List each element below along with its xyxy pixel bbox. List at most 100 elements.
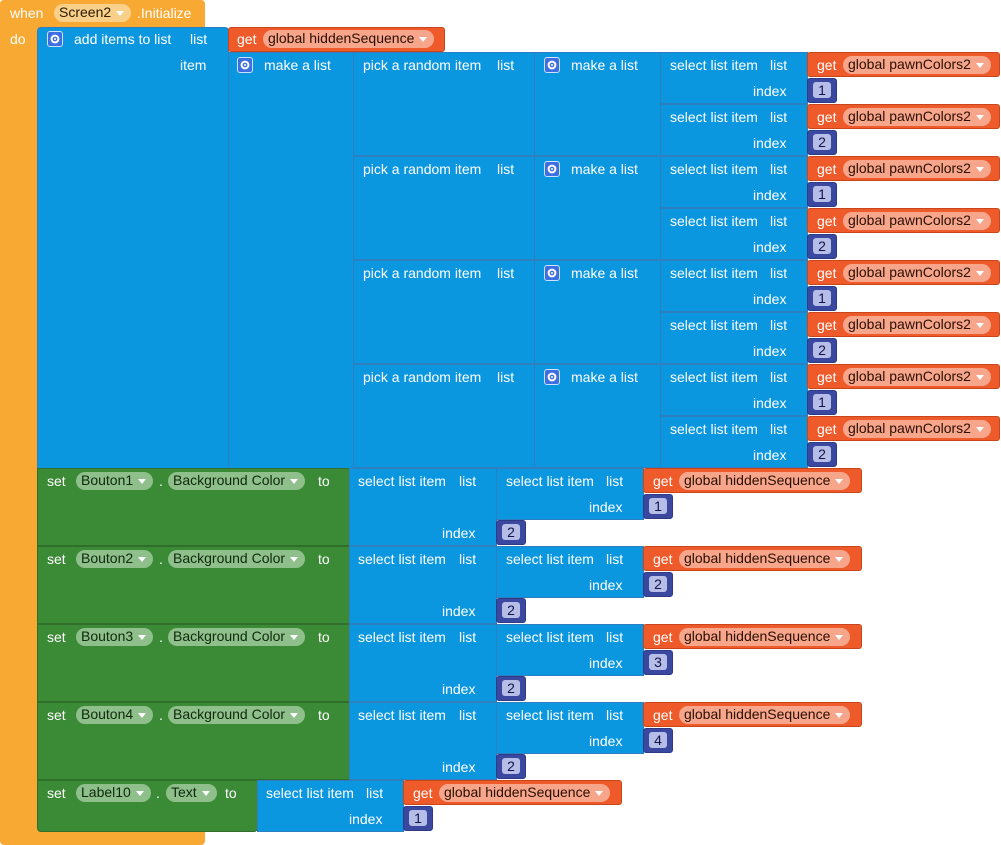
property-dropdown[interactable]: Background Color bbox=[168, 472, 306, 490]
component-dropdown[interactable]: Bouton3 bbox=[76, 628, 154, 646]
index-label: index bbox=[589, 577, 623, 593]
component-dropdown[interactable]: Bouton4 bbox=[76, 706, 154, 724]
select-list-item-block[interactable] bbox=[349, 546, 497, 624]
add-items-to-list-block[interactable] bbox=[37, 27, 229, 469]
select-list-item-label: select list item bbox=[670, 265, 758, 281]
index-label: index bbox=[753, 395, 787, 411]
pick-random-item-block[interactable] bbox=[353, 52, 535, 156]
number-value[interactable]: 2 bbox=[649, 576, 667, 592]
pick-random-item-block[interactable] bbox=[353, 364, 535, 468]
select-list-item-block[interactable] bbox=[349, 468, 497, 546]
number-value[interactable]: 1 bbox=[813, 290, 831, 306]
number-value[interactable]: 1 bbox=[813, 394, 831, 410]
mutator-gear-icon[interactable] bbox=[544, 265, 560, 281]
component-dropdown[interactable]: Bouton1 bbox=[76, 472, 154, 490]
pick-random-item-block[interactable] bbox=[353, 156, 535, 260]
number-value[interactable]: 1 bbox=[813, 186, 831, 202]
number-value[interactable]: 4 bbox=[649, 732, 667, 748]
set-label: set bbox=[47, 551, 66, 567]
pick-random-item-block[interactable] bbox=[353, 260, 535, 364]
variable-dropdown[interactable]: global pawnColors2 bbox=[843, 316, 991, 334]
list-label: list bbox=[459, 629, 477, 645]
select-list-item-block[interactable] bbox=[660, 104, 808, 156]
select-list-item-block[interactable] bbox=[660, 416, 808, 468]
mutator-gear-icon[interactable] bbox=[47, 31, 63, 47]
mutator-gear-icon[interactable] bbox=[544, 369, 560, 385]
variable-dropdown[interactable]: global pawnColors2 bbox=[843, 420, 991, 438]
component-dropdown[interactable]: Label10 bbox=[76, 784, 151, 802]
get-label: get bbox=[817, 109, 837, 125]
number-value[interactable]: 2 bbox=[813, 238, 831, 254]
variable-dropdown[interactable]: global pawnColors2 bbox=[843, 56, 991, 74]
property-dropdown[interactable]: Background Color bbox=[168, 706, 306, 724]
number-value[interactable]: 2 bbox=[502, 758, 520, 774]
mutator-gear-icon[interactable] bbox=[544, 161, 560, 177]
make-a-list-label: make a list bbox=[571, 265, 638, 281]
select-list-item-block[interactable] bbox=[496, 702, 644, 754]
list-label: list bbox=[606, 551, 624, 567]
list-label: list bbox=[606, 473, 624, 489]
index-label: index bbox=[753, 239, 787, 255]
do-label: do bbox=[10, 31, 26, 47]
get-label: get bbox=[817, 57, 837, 73]
mutator-gear-icon[interactable] bbox=[544, 57, 560, 73]
component-dropdown[interactable]: Bouton2 bbox=[76, 550, 154, 568]
dot-separator: . bbox=[156, 785, 160, 801]
select-list-item-block[interactable] bbox=[660, 208, 808, 260]
number-value[interactable]: 1 bbox=[649, 498, 667, 514]
list-label: list bbox=[459, 707, 477, 723]
select-list-item-block[interactable] bbox=[660, 312, 808, 364]
get-label: get bbox=[413, 785, 433, 801]
index-label: index bbox=[753, 447, 787, 463]
number-value[interactable]: 2 bbox=[813, 342, 831, 358]
property-dropdown[interactable]: Text bbox=[166, 784, 217, 802]
pick-random-item-label: pick a random item bbox=[363, 57, 482, 73]
variable-dropdown[interactable]: global pawnColors2 bbox=[843, 160, 991, 178]
select-list-item-block[interactable] bbox=[349, 702, 497, 780]
number-value[interactable]: 3 bbox=[649, 654, 667, 670]
property-dropdown[interactable]: Background Color bbox=[168, 550, 306, 568]
variable-dropdown[interactable]: global pawnColors2 bbox=[843, 108, 991, 126]
make-a-list-block[interactable] bbox=[228, 52, 354, 469]
number-value[interactable]: 2 bbox=[502, 680, 520, 696]
variable-dropdown[interactable]: global hiddenSequence bbox=[679, 706, 851, 724]
component-dropdown[interactable]: Screen2 bbox=[54, 4, 132, 22]
variable-dropdown[interactable]: global hiddenSequence bbox=[263, 30, 435, 48]
variable-dropdown[interactable]: global hiddenSequence bbox=[679, 628, 851, 646]
make-a-list-label: make a list bbox=[571, 369, 638, 385]
event-name-label: .Initialize bbox=[137, 5, 192, 21]
number-value[interactable]: 1 bbox=[409, 810, 427, 826]
select-list-item-block[interactable] bbox=[660, 260, 808, 312]
set-label: set bbox=[47, 629, 66, 645]
number-value[interactable]: 2 bbox=[502, 602, 520, 618]
variable-dropdown[interactable]: global hiddenSequence bbox=[679, 472, 851, 490]
get-label: get bbox=[817, 421, 837, 437]
variable-dropdown[interactable]: global pawnColors2 bbox=[843, 264, 991, 282]
number-value[interactable]: 2 bbox=[502, 524, 520, 540]
index-label: index bbox=[442, 759, 476, 775]
get-label: get bbox=[817, 161, 837, 177]
select-list-item-block[interactable] bbox=[660, 364, 808, 416]
variable-dropdown[interactable]: global pawnColors2 bbox=[843, 368, 991, 386]
number-value[interactable]: 2 bbox=[813, 134, 831, 150]
property-dropdown[interactable]: Background Color bbox=[168, 628, 306, 646]
variable-dropdown[interactable]: global pawnColors2 bbox=[843, 212, 991, 230]
select-list-item-label: select list item bbox=[266, 785, 354, 801]
select-list-item-block[interactable] bbox=[660, 156, 808, 208]
variable-dropdown[interactable]: global hiddenSequence bbox=[679, 550, 851, 568]
select-list-item-block[interactable] bbox=[660, 52, 808, 104]
get-label: get bbox=[653, 551, 673, 567]
dot-separator: . bbox=[159, 473, 163, 489]
pick-list-label: list bbox=[497, 161, 515, 177]
select-list-item-block[interactable] bbox=[496, 624, 644, 676]
index-label: index bbox=[753, 187, 787, 203]
index-label: index bbox=[442, 681, 476, 697]
select-list-item-block[interactable] bbox=[257, 780, 404, 832]
number-value[interactable]: 1 bbox=[813, 82, 831, 98]
select-list-label: list bbox=[770, 109, 788, 125]
variable-dropdown[interactable]: global hiddenSequence bbox=[439, 784, 611, 802]
mutator-gear-icon[interactable] bbox=[237, 57, 253, 73]
select-list-item-label: select list item bbox=[670, 109, 758, 125]
index-label: index bbox=[589, 499, 623, 515]
number-value[interactable]: 2 bbox=[813, 446, 831, 462]
